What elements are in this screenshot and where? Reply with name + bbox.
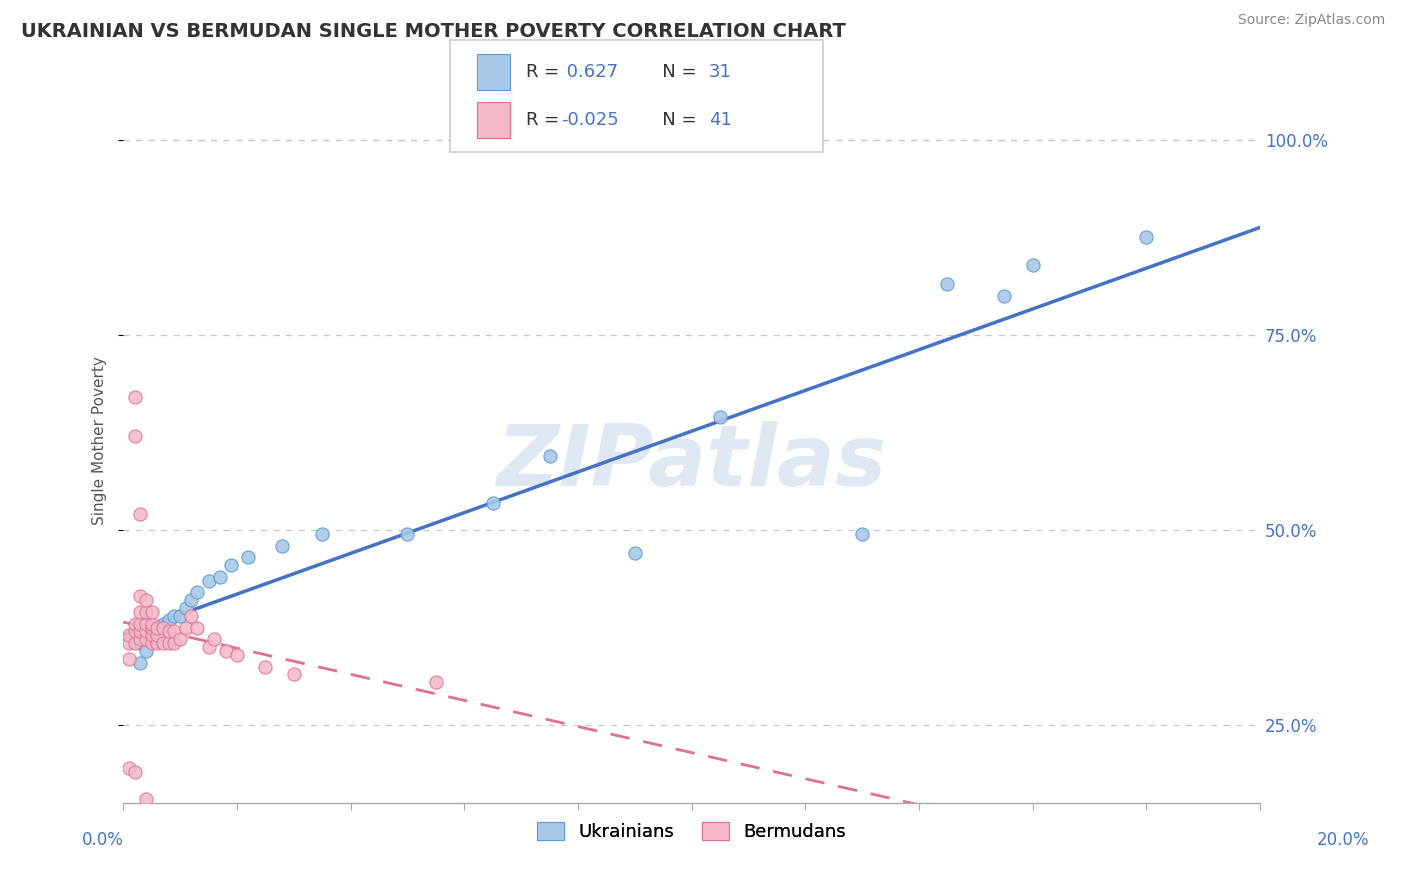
Point xyxy=(152,616,174,631)
Point xyxy=(146,628,169,642)
Point xyxy=(1021,258,1043,272)
Point xyxy=(118,628,141,642)
Point xyxy=(124,390,146,404)
Point xyxy=(141,616,163,631)
Point xyxy=(174,601,197,615)
Point xyxy=(1135,230,1157,244)
Point xyxy=(851,527,873,541)
Point xyxy=(124,636,146,650)
Text: UKRAINIAN VS BERMUDAN SINGLE MOTHER POVERTY CORRELATION CHART: UKRAINIAN VS BERMUDAN SINGLE MOTHER POVE… xyxy=(21,22,846,41)
Text: 0.627: 0.627 xyxy=(561,62,619,81)
Point xyxy=(118,761,141,775)
Point xyxy=(163,636,186,650)
Point xyxy=(141,628,163,642)
Point xyxy=(135,605,157,619)
Point xyxy=(180,608,202,623)
Point xyxy=(163,608,186,623)
Point xyxy=(208,570,231,584)
Point xyxy=(197,574,219,588)
Point xyxy=(141,621,163,635)
Point xyxy=(311,527,333,541)
Point xyxy=(425,675,447,690)
Point xyxy=(623,546,645,560)
Point xyxy=(129,636,152,650)
Point xyxy=(481,496,503,510)
Point xyxy=(129,616,152,631)
Text: N =: N = xyxy=(645,111,703,129)
Point xyxy=(146,636,169,650)
Point xyxy=(135,632,157,647)
Point xyxy=(169,608,191,623)
Point xyxy=(152,636,174,650)
Point xyxy=(141,632,163,647)
Point xyxy=(141,605,163,619)
Point xyxy=(118,636,141,650)
Point xyxy=(169,632,191,647)
Point xyxy=(993,289,1015,303)
Text: ZIPatlas: ZIPatlas xyxy=(496,420,887,504)
Point xyxy=(135,624,157,639)
Point xyxy=(157,636,180,650)
Point xyxy=(186,621,208,635)
Point xyxy=(202,632,225,647)
Point xyxy=(254,659,277,673)
Point xyxy=(141,624,163,639)
Point xyxy=(709,409,731,424)
Point xyxy=(214,644,236,658)
Point xyxy=(163,624,186,639)
Point xyxy=(135,792,157,806)
Text: Source: ZipAtlas.com: Source: ZipAtlas.com xyxy=(1237,13,1385,28)
Point xyxy=(129,508,152,522)
Point xyxy=(146,621,169,635)
Point xyxy=(129,624,152,639)
Text: 20.0%: 20.0% xyxy=(1316,831,1369,849)
Point xyxy=(197,640,219,654)
Point xyxy=(135,644,157,658)
Point xyxy=(152,621,174,635)
Text: 31: 31 xyxy=(709,62,731,81)
Point xyxy=(124,764,146,779)
Point xyxy=(129,605,152,619)
Text: N =: N = xyxy=(645,62,703,81)
Point xyxy=(135,632,157,647)
Point xyxy=(186,585,208,599)
Text: R =: R = xyxy=(526,62,565,81)
Point xyxy=(129,632,152,647)
Point xyxy=(180,593,202,607)
Text: 0.0%: 0.0% xyxy=(82,831,124,849)
Point xyxy=(226,648,249,662)
Point xyxy=(396,527,419,541)
Point xyxy=(238,550,260,565)
Point xyxy=(936,277,959,292)
Point xyxy=(135,616,157,631)
Point xyxy=(157,624,180,639)
Text: R =: R = xyxy=(526,111,565,129)
Point xyxy=(124,616,146,631)
Point xyxy=(538,449,561,463)
Point xyxy=(118,652,141,666)
Point xyxy=(129,656,152,670)
Point xyxy=(174,621,197,635)
Point xyxy=(135,593,157,607)
Point xyxy=(141,636,163,650)
Point xyxy=(271,539,294,553)
Text: -0.025: -0.025 xyxy=(561,111,619,129)
Point xyxy=(124,429,146,443)
Point xyxy=(141,621,163,635)
Point xyxy=(129,590,152,604)
Point xyxy=(124,624,146,639)
Legend: Ukrainians, Bermudans: Ukrainians, Bermudans xyxy=(530,814,853,848)
Point xyxy=(157,613,180,627)
Text: 41: 41 xyxy=(709,111,731,129)
Y-axis label: Single Mother Poverty: Single Mother Poverty xyxy=(93,356,107,524)
Point xyxy=(146,621,169,635)
Point xyxy=(283,667,305,681)
Point xyxy=(219,558,242,573)
